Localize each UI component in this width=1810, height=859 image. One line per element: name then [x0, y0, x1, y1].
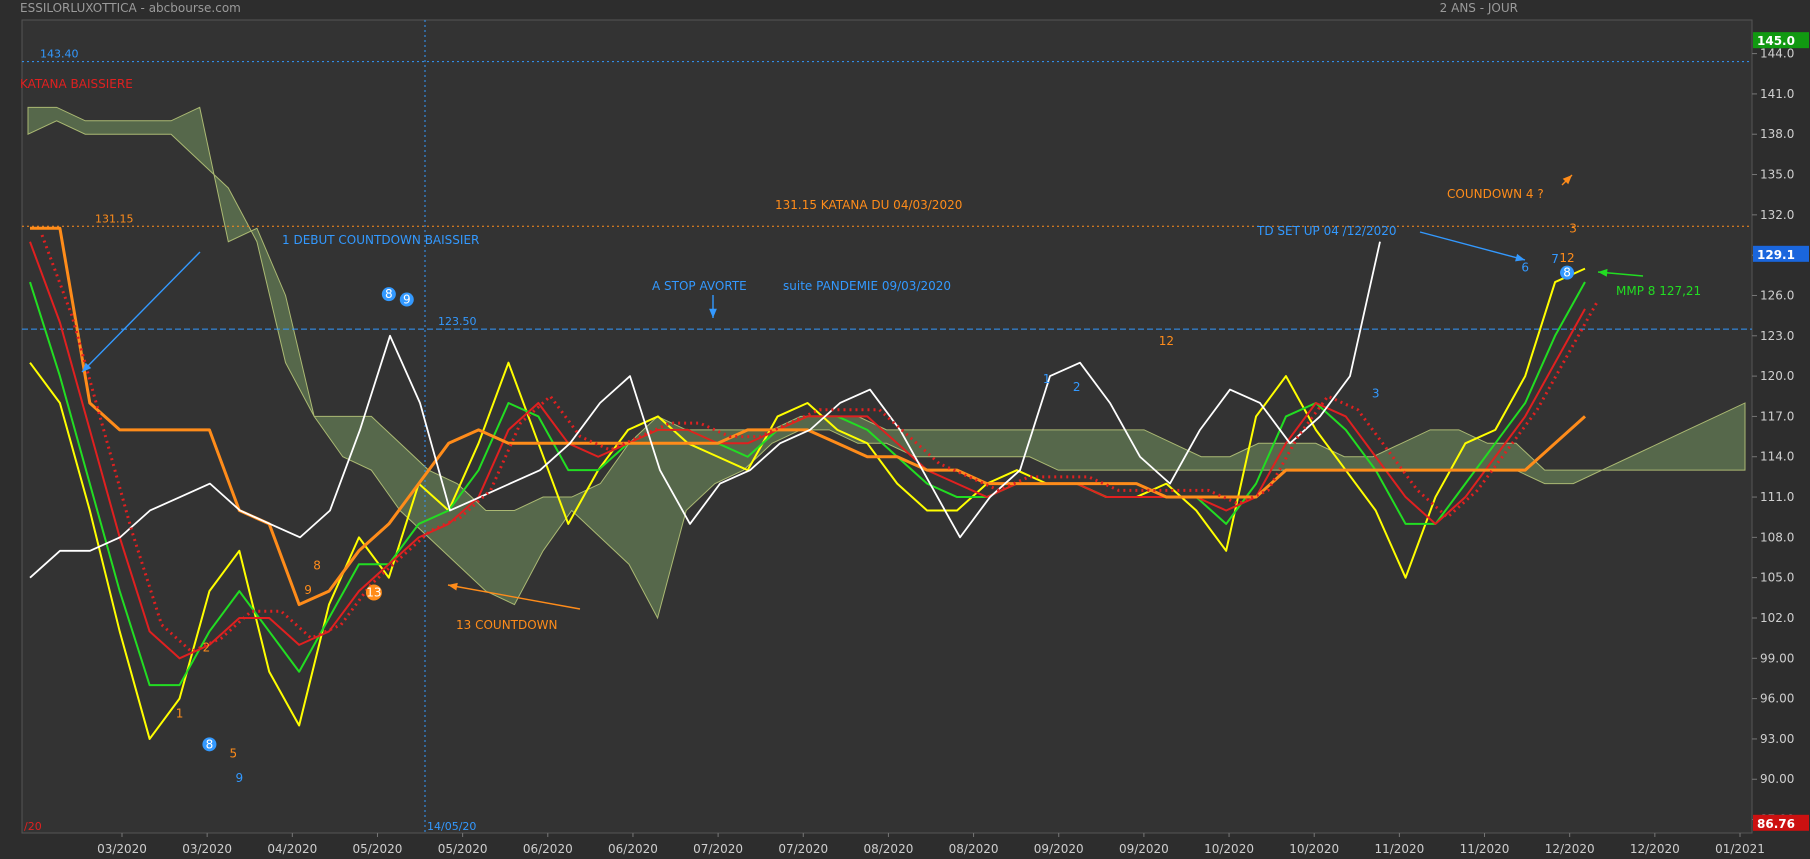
demark-label-5: 2	[1073, 380, 1081, 394]
x-tick-label-14: 10/2020	[1289, 842, 1339, 856]
countdown-label-7: 3	[1569, 221, 1577, 235]
y-tick-label-8: 111.0	[1760, 490, 1794, 504]
annotation-2: A STOP AVORTE	[652, 279, 747, 293]
arrow-stop-avorte-head	[709, 308, 717, 318]
countdown-label-5: 2	[203, 641, 211, 655]
price-tag-label-2: 86.76	[1757, 817, 1795, 831]
annotation-8: 13 COUNTDOWN	[456, 618, 558, 632]
annotation-6: COUNDOWN 4 ?	[1447, 187, 1544, 201]
plot-area	[21, 19, 1753, 834]
demark-circle-2	[381, 287, 396, 302]
x-tick-label-0: 03/2020	[97, 842, 147, 856]
series-line-close	[29, 267, 1586, 740]
annotation-1: 1 DEBUT COUNTDOWN BAISSIER	[282, 233, 479, 247]
bottom-left-label: /20	[24, 820, 42, 833]
arrow-13-countdown-head	[448, 582, 458, 591]
x-tick-label-6: 06/2020	[608, 842, 658, 856]
demark-label-8: 7	[1551, 252, 1559, 266]
annotation-3: suite PANDEMIE 09/03/2020	[783, 279, 951, 293]
level-label-1: 131.15	[95, 212, 134, 225]
x-tick-label-19: 01/2021	[1715, 842, 1765, 856]
y-tick-label-11: 120.0	[1760, 369, 1794, 383]
x-tick-label-5: 06/2020	[523, 842, 573, 856]
y-tick-label-4: 99.00	[1760, 651, 1794, 665]
countdown-label-6: 12	[1159, 334, 1174, 348]
price-tag-1	[1753, 245, 1809, 262]
y-tick-label-13: 126.0	[1760, 288, 1794, 302]
price-tag-label-1: 129.1	[1757, 248, 1795, 262]
demark-label-0: 8	[206, 737, 214, 751]
series-line-pivot	[29, 241, 1381, 579]
demark-circle-9	[1560, 265, 1575, 280]
x-tick-label-18: 12/2020	[1630, 842, 1680, 856]
countdown-label-8: 12	[1559, 251, 1574, 265]
y-tick-label-17: 138.0	[1760, 127, 1794, 141]
annotation-7: MMP 8 127,21	[1616, 284, 1701, 298]
level-label-0: 143.40	[40, 48, 79, 61]
y-tick-label-6: 105.0	[1760, 571, 1794, 585]
arrow-td-setup	[1419, 231, 1526, 261]
x-tick-label-8: 07/2020	[778, 842, 828, 856]
date-vline-label: 14/05/20	[427, 820, 476, 833]
arrow-td-setup-head	[1515, 253, 1525, 262]
demark-label-7: 6	[1521, 260, 1529, 274]
annotation-0: KATANA BAISSIERE	[20, 77, 133, 91]
chart-title: ESSILORLUXOTTICA - abcbourse.com	[20, 1, 241, 15]
demark-label-1: 9	[236, 771, 244, 785]
demark-label-4: 1	[1043, 372, 1051, 386]
y-tick-label-15: 132.0	[1760, 208, 1794, 222]
x-tick-label-12: 09/2020	[1119, 842, 1169, 856]
y-tick-label-10: 117.0	[1760, 409, 1794, 423]
annotation-4: 131.15 KATANA DU 04/03/2020	[775, 198, 962, 212]
x-tick-label-15: 11/2020	[1374, 842, 1424, 856]
countdown-label-4: 1	[176, 706, 184, 720]
y-tick-label-1: 90.00	[1760, 772, 1794, 786]
demark-circle-3	[399, 292, 414, 307]
series-line-kijun	[30, 226, 1587, 607]
demark-label-6: 3	[1372, 387, 1380, 401]
x-tick-label-10: 08/2020	[949, 842, 999, 856]
price-tag-label-0: 145.0	[1757, 34, 1795, 48]
arrow-13-countdown	[447, 584, 581, 610]
arrow-countdown-baissier-head	[82, 362, 92, 372]
x-tick-label-3: 05/2020	[353, 842, 403, 856]
countdown-label-3: 5	[230, 747, 238, 761]
countdown-circle-0	[365, 584, 382, 601]
chart-period: 2 ANS - JOUR	[1439, 1, 1518, 15]
demark-circle-0	[202, 737, 217, 752]
arrow-coundown-head	[1562, 175, 1572, 185]
x-tick-label-9: 08/2020	[863, 842, 913, 856]
price-tag-2	[1753, 814, 1809, 831]
y-tick-label-16: 135.0	[1760, 168, 1794, 182]
level-label-2: 123.50	[438, 315, 477, 328]
x-tick-label-16: 11/2020	[1460, 842, 1510, 856]
countdown-label-2: 8	[313, 559, 321, 573]
y-tick-label-18: 141.0	[1760, 87, 1794, 101]
annotation-5: TD SET UP 04 /12/2020	[1256, 224, 1397, 238]
y-tick-label-12: 123.0	[1760, 329, 1794, 343]
demark-label-9: 8	[1563, 266, 1571, 280]
x-tick-label-7: 07/2020	[693, 842, 743, 856]
series-line-vwap-dotted	[40, 234, 1599, 654]
y-tick-label-7: 108.0	[1760, 530, 1794, 544]
demark-label-2: 8	[385, 287, 393, 301]
x-tick-label-4: 05/2020	[438, 842, 488, 856]
y-tick-label-19: 144.0	[1760, 47, 1794, 61]
y-tick-label-3: 96.00	[1760, 692, 1794, 706]
countdown-label-1: 9	[304, 583, 312, 597]
demark-label-3: 9	[403, 293, 411, 307]
x-tick-label-13: 10/2020	[1204, 842, 1254, 856]
y-tick-label-9: 114.0	[1760, 450, 1794, 464]
countdown-label-0: 13	[366, 585, 381, 599]
arrow-mmp8-head	[1598, 268, 1608, 277]
x-tick-label-1: 03/2020	[182, 842, 232, 856]
y-tick-label-2: 93.00	[1760, 732, 1794, 746]
y-tick-label-5: 102.0	[1760, 611, 1794, 625]
x-tick-label-17: 12/2020	[1545, 842, 1595, 856]
price-tag-0	[1753, 32, 1809, 49]
x-tick-label-11: 09/2020	[1034, 842, 1084, 856]
x-tick-label-2: 04/2020	[267, 842, 317, 856]
arrow-countdown-baissier	[81, 251, 201, 373]
